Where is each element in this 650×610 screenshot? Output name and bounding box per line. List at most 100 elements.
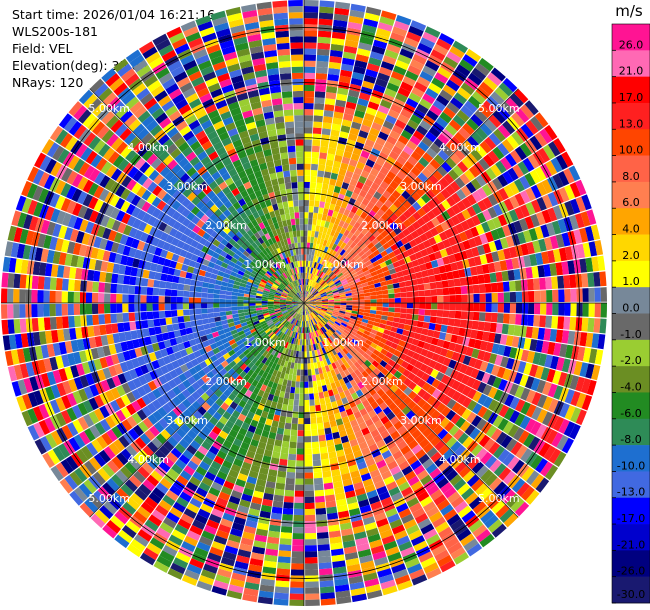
velocity-gate (301, 314, 303, 322)
velocity-gate (292, 305, 299, 309)
velocity-gate (305, 314, 307, 322)
velocity-gate (356, 314, 364, 319)
velocity-gate (453, 478, 467, 491)
velocity-gate (442, 287, 450, 296)
velocity-gate (330, 229, 336, 237)
velocity-gate (372, 367, 381, 376)
velocity-gate (310, 362, 315, 370)
velocity-gate (423, 178, 435, 189)
velocity-gate (403, 274, 411, 282)
velocity-gate (366, 63, 380, 73)
velocity-gate (248, 354, 256, 362)
velocity-gate (498, 187, 509, 201)
velocity-gate (407, 381, 417, 391)
velocity-gate (313, 386, 319, 394)
velocity-gate (304, 514, 316, 522)
velocity-gate (497, 303, 504, 313)
velocity-gate (421, 328, 429, 336)
velocity-gate (370, 501, 383, 511)
velocity-gate (16, 348, 26, 364)
velocity-gate (368, 153, 378, 163)
velocity-gate (192, 372, 202, 382)
velocity-gate (304, 478, 314, 485)
velocity-gate (376, 27, 391, 38)
velocity-gate (349, 438, 359, 447)
velocity-gate (196, 541, 211, 552)
velocity-gate (340, 410, 348, 419)
velocity-gate (314, 483, 324, 491)
velocity-gate (355, 317, 363, 322)
velocity-gate (353, 397, 362, 406)
velocity-gate (517, 361, 527, 374)
velocity-gate (55, 462, 69, 478)
velocity-gate (378, 573, 394, 584)
velocity-gate (106, 377, 116, 390)
velocity-gate (318, 354, 323, 362)
velocity-gate (261, 410, 269, 419)
velocity-gate (364, 522, 378, 532)
velocity-gate (269, 333, 276, 340)
velocity-gate (97, 303, 105, 314)
velocity-gate (496, 282, 504, 293)
velocity-gate (524, 216, 535, 230)
velocity-gate (32, 331, 41, 346)
velocity-gate (79, 219, 89, 232)
velocity-gate (393, 349, 402, 358)
velocity-gate (152, 487, 166, 500)
velocity-gate (270, 426, 278, 434)
velocity-gate (442, 106, 456, 119)
velocity-gate (216, 275, 224, 282)
velocity-gate (451, 192, 462, 204)
velocity-gate (442, 84, 457, 97)
velocity-gate (84, 221, 95, 234)
velocity-gate (297, 320, 301, 327)
velocity-gate (176, 496, 189, 508)
velocity-gate (314, 330, 319, 337)
velocity-gate (315, 306, 322, 310)
velocity-gate (330, 334, 337, 341)
velocity-gate (439, 177, 450, 189)
velocity-gate (334, 218, 341, 226)
velocity-gate (546, 222, 556, 237)
velocity-gate (88, 494, 103, 509)
velocity-gate (82, 337, 91, 350)
velocity-gate (330, 342, 337, 349)
velocity-gate (471, 190, 483, 203)
velocity-gate (226, 282, 234, 288)
velocity-gate (243, 308, 251, 313)
velocity-gate (286, 298, 293, 301)
velocity-gate (328, 319, 335, 325)
velocity-gate (449, 180, 461, 192)
velocity-gate (370, 428, 380, 438)
velocity-gate (420, 556, 437, 569)
velocity-gate (210, 460, 222, 471)
velocity-gate (203, 524, 218, 535)
velocity-gate (317, 422, 324, 430)
velocity-gate (511, 336, 520, 348)
velocity-gate (116, 313, 124, 323)
velocity-gate (221, 337, 229, 345)
velocity-gate (317, 213, 323, 220)
velocity-gate (255, 275, 262, 281)
velocity-gate (450, 369, 460, 380)
velocity-gate (294, 393, 300, 400)
velocity-gate (497, 292, 504, 303)
velocity-gate (238, 312, 245, 317)
velocity-gate (21, 410, 33, 427)
velocity-gate (316, 349, 321, 356)
velocity-gate (429, 227, 439, 237)
velocity-gate (260, 278, 268, 284)
velocity-gate (291, 563, 304, 570)
velocity-gate (43, 304, 50, 317)
velocity-gate (334, 260, 341, 267)
velocity-gate (61, 425, 74, 440)
velocity-gate (207, 406, 217, 417)
velocity-gate (256, 327, 264, 333)
velocity-gate (485, 231, 494, 243)
velocity-gate (206, 248, 215, 257)
velocity-gate (564, 303, 571, 316)
velocity-gate (437, 295, 444, 303)
velocity-gate (288, 317, 294, 323)
velocity-gate (201, 245, 210, 254)
velocity-gate (354, 430, 364, 439)
